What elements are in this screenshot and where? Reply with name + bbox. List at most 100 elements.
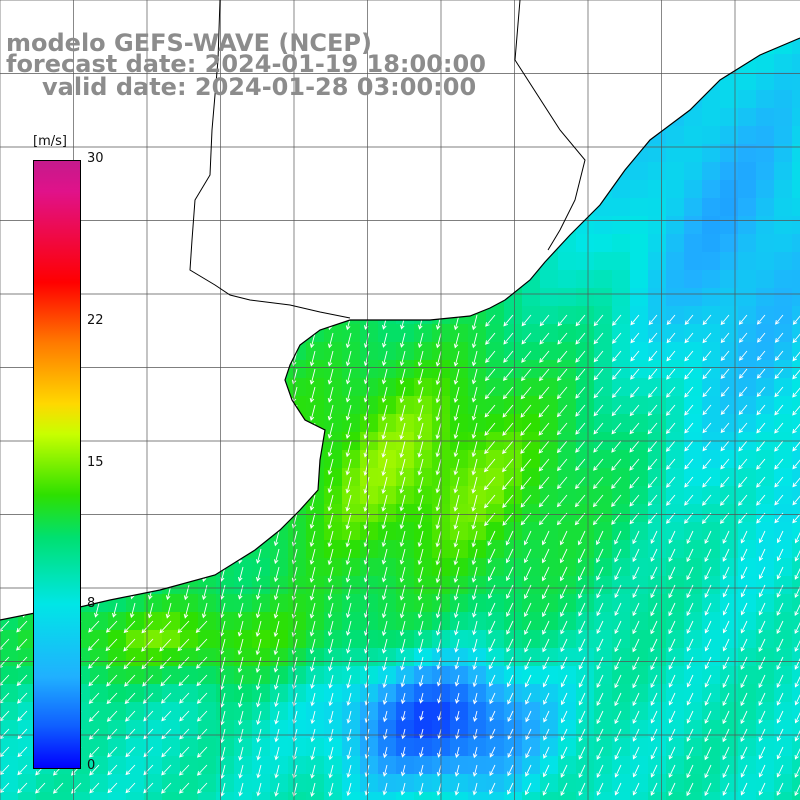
- wind-speed-cell: [162, 792, 180, 800]
- wind-speed-cell: [648, 198, 666, 216]
- wind-speed-cell: [18, 792, 36, 800]
- wind-speed-cell: [666, 252, 684, 270]
- wind-speed-cell: [684, 198, 702, 216]
- wind-speed-cell: [792, 54, 800, 72]
- wind-speed-cell: [756, 108, 774, 126]
- wind-speed-cell: [594, 270, 612, 288]
- wind-speed-cell: [594, 216, 612, 234]
- wind-speed-cell: [648, 270, 666, 288]
- wind-speed-cell: [684, 288, 702, 306]
- wind-speed-cell: [468, 792, 486, 800]
- wind-speed-cell: [738, 90, 756, 108]
- wind-speed-cell: [198, 792, 216, 800]
- wind-speed-cell: [756, 270, 774, 288]
- wind-speed-cell: [576, 252, 594, 270]
- wind-speed-cell: [666, 288, 684, 306]
- wind-speed-cell: [522, 792, 540, 800]
- wind-speed-cell: [270, 792, 288, 800]
- wind-speed-cell: [756, 72, 774, 90]
- wind-speed-cell: [756, 180, 774, 198]
- colorbar-tick-label: 8: [87, 596, 95, 611]
- wind-speed-cell: [306, 792, 324, 800]
- wind-speed-cell: [630, 792, 648, 800]
- wind-speed-cell: [612, 792, 630, 800]
- wind-speed-cell: [252, 792, 270, 800]
- title-valid-date: valid date: 2024-01-28 03:00:00: [42, 75, 476, 99]
- wind-speed-cell: [594, 288, 612, 306]
- wind-speed-cell: [180, 792, 198, 800]
- wind-speed-cell: [630, 162, 648, 180]
- wind-speed-cell: [738, 216, 756, 234]
- wind-speed-cell: [594, 792, 612, 800]
- wind-speed-cell: [666, 216, 684, 234]
- colorbar-tick-label: 15: [87, 455, 104, 470]
- colorbar: [33, 160, 81, 769]
- wind-speed-cell: [738, 72, 756, 90]
- wind-speed-cell: [684, 234, 702, 252]
- wind-speed-cell: [648, 288, 666, 306]
- wind-speed-cell: [666, 198, 684, 216]
- wind-speed-cell: [702, 270, 720, 288]
- wind-speed-cell: [702, 180, 720, 198]
- wind-speed-cell: [774, 126, 792, 144]
- wind-speed-cell: [666, 126, 684, 144]
- wind-speed-cell: [774, 54, 792, 72]
- wind-speed-cell: [792, 162, 800, 180]
- wind-speed-cell: [738, 792, 756, 800]
- wind-speed-cell: [756, 234, 774, 252]
- wind-speed-cell: [396, 792, 414, 800]
- wind-speed-cell: [324, 792, 342, 800]
- wind-speed-cell: [648, 252, 666, 270]
- wind-speed-cell: [684, 252, 702, 270]
- wind-speed-cell: [540, 288, 558, 306]
- wind-speed-cell: [792, 90, 800, 108]
- wind-speed-cell: [684, 180, 702, 198]
- wind-speed-cell: [738, 234, 756, 252]
- colorbar-tick-label: 22: [87, 313, 104, 328]
- wind-speed-cell: [36, 792, 54, 800]
- wind-speed-cell: [738, 126, 756, 144]
- wind-speed-cell: [756, 54, 774, 72]
- wind-speed-cell: [126, 792, 144, 800]
- wind-speed-cell: [756, 90, 774, 108]
- wind-speed-cell: [648, 792, 666, 800]
- wind-speed-cell: [702, 108, 720, 126]
- wind-speed-cell: [558, 288, 576, 306]
- wind-speed-cell: [612, 288, 630, 306]
- wind-speed-cell: [612, 252, 630, 270]
- wind-speed-cell: [792, 252, 800, 270]
- wind-speed-cell: [792, 288, 800, 306]
- wind-speed-cell: [738, 180, 756, 198]
- wind-speed-cell: [792, 198, 800, 216]
- wind-speed-cell: [774, 162, 792, 180]
- wind-speed-cell: [774, 72, 792, 90]
- wind-speed-cell: [666, 162, 684, 180]
- wind-speed-cell: [738, 270, 756, 288]
- wind-speed-cell: [738, 162, 756, 180]
- wind-speed-cell: [756, 216, 774, 234]
- wind-speed-cell: [666, 270, 684, 288]
- wind-speed-cell: [648, 216, 666, 234]
- wind-speed-cell: [612, 270, 630, 288]
- wind-speed-cell: [774, 180, 792, 198]
- wind-speed-cell: [90, 792, 108, 800]
- wind-speed-cell: [486, 792, 504, 800]
- wind-speed-cell: [648, 180, 666, 198]
- wind-speed-cell: [702, 252, 720, 270]
- wind-speed-cell: [216, 792, 234, 800]
- wind-speed-cell: [792, 216, 800, 234]
- wind-speed-cell: [756, 252, 774, 270]
- wind-speed-cell: [756, 792, 774, 800]
- wind-speed-cell: [576, 234, 594, 252]
- wind-speed-cell: [684, 216, 702, 234]
- colorbar-unit-label: [m/s]: [33, 134, 67, 149]
- wind-speed-cell: [666, 234, 684, 252]
- wind-speed-cell: [684, 270, 702, 288]
- wind-speed-cell: [774, 288, 792, 306]
- wind-speed-cell: [630, 252, 648, 270]
- wind-speed-cell: [792, 522, 800, 540]
- wind-speed-cell: [774, 90, 792, 108]
- wind-speed-cell: [738, 252, 756, 270]
- wind-speed-cell: [702, 234, 720, 252]
- wind-speed-cell: [630, 216, 648, 234]
